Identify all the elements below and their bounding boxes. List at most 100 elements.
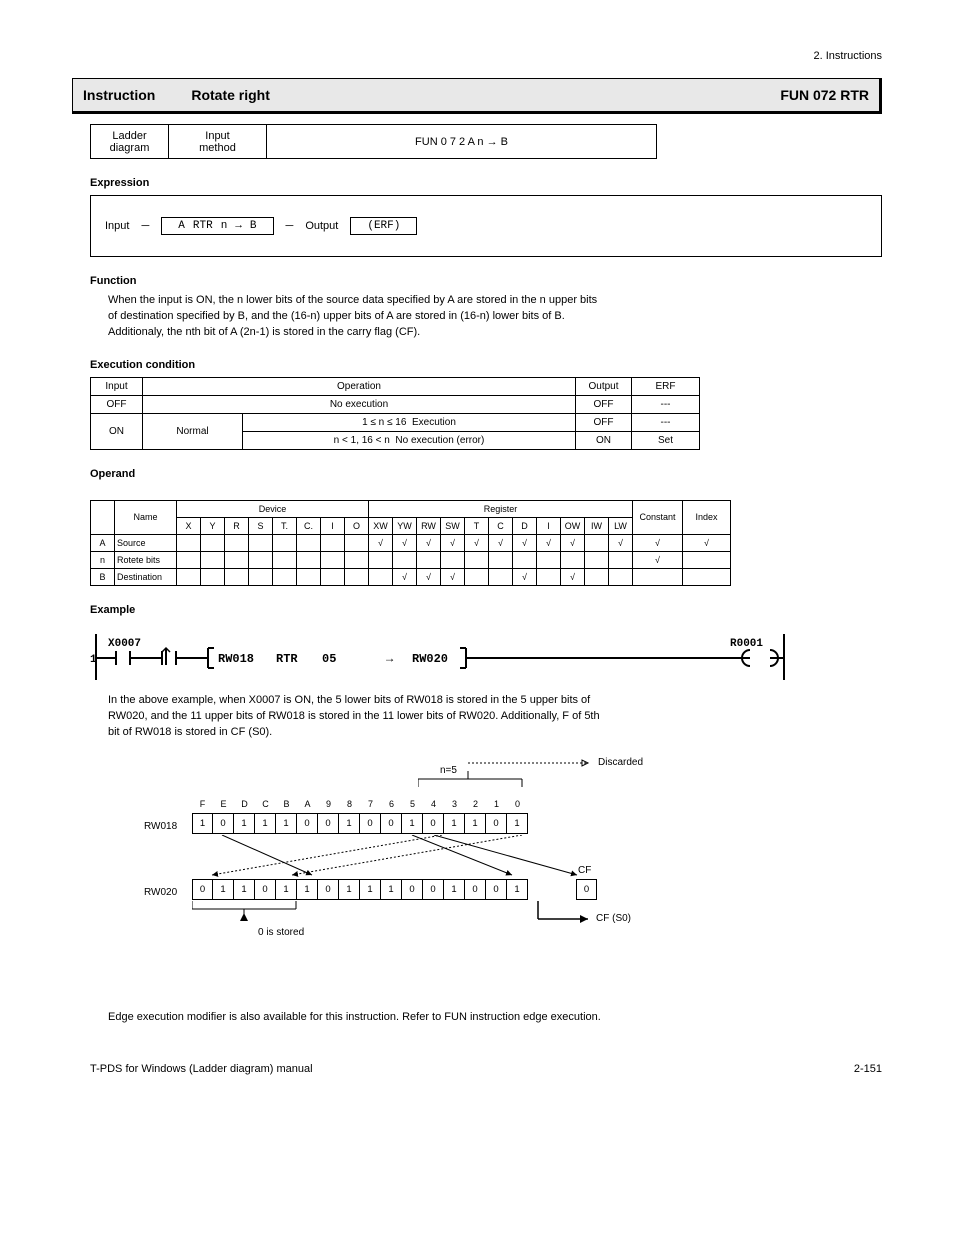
op-reg-col: C: [489, 517, 513, 534]
svg-text:05: 05: [322, 652, 336, 666]
op-cell: √: [369, 534, 393, 551]
op-reg-col: RW: [417, 517, 441, 534]
expression-heading: Expression: [90, 177, 882, 189]
cf-label: CF: [578, 865, 591, 876]
bit-index-label: B: [276, 799, 297, 809]
bit-index-label: 5: [402, 799, 423, 809]
example-text: In the above example, when X0007 is ON, …: [108, 693, 882, 741]
function-body: When the input is ON, the n lower bits o…: [108, 293, 882, 341]
cf-arrow-label: CF (S0): [596, 913, 631, 924]
svg-text:R0001: R0001: [730, 638, 763, 650]
op-reg-col: LW: [609, 517, 633, 534]
rw020-bit: 0: [192, 879, 213, 900]
op-cell: √: [489, 534, 513, 551]
op-cell: √: [393, 568, 417, 585]
op-row-label: n: [91, 551, 115, 568]
expr-op: RTR: [193, 220, 213, 232]
expr-a: A: [178, 220, 185, 232]
op-cell: [177, 568, 201, 585]
op-idx-cell: [683, 568, 731, 585]
operand-heading: Operand: [90, 468, 882, 480]
bit-index-label: 7: [360, 799, 381, 809]
rw018-bit: 0: [486, 813, 507, 834]
exec-noexec: No execution: [143, 395, 576, 413]
rw018-bit: 0: [318, 813, 339, 834]
svg-text:→: →: [386, 652, 394, 666]
svg-text:RW020: RW020: [412, 652, 448, 666]
exec-h1: Input: [91, 377, 143, 395]
title-fun: FUN 072 RTR: [780, 87, 869, 103]
exec-h2: Operation: [143, 377, 576, 395]
bit-index-label: F: [192, 799, 213, 809]
op-dev-col: S: [249, 517, 273, 534]
expression-box: Input ─ A RTR n → B ─ Output (ERF): [90, 195, 882, 257]
op-cell: [345, 534, 369, 551]
input-label1: Input: [177, 130, 258, 142]
op-cell: [465, 568, 489, 585]
op-dev-col: Y: [201, 517, 225, 534]
exec-heading: Execution condition: [90, 359, 882, 371]
op-cell: [321, 568, 345, 585]
op-h-idx: Index: [683, 500, 731, 534]
op-row-name: Destination: [115, 568, 177, 585]
exec-off-erf: ---: [632, 395, 700, 413]
rw020-bit: 0: [486, 879, 507, 900]
ex-line2: RW020, and the 11 upper bits of RW018 is…: [108, 709, 882, 725]
svg-text:X0007: X0007: [108, 638, 141, 650]
exec-h3: Output: [576, 377, 632, 395]
exec-off: OFF: [91, 395, 143, 413]
footer-manual: T-PDS for Windows (Ladder diagram) manua…: [90, 1063, 313, 1075]
op-cell: √: [513, 568, 537, 585]
op-dev-col: O: [345, 517, 369, 534]
op-cell: [225, 551, 249, 568]
op-cell: [345, 568, 369, 585]
bit-index-label: 4: [423, 799, 444, 809]
rw018-bit: 0: [297, 813, 318, 834]
rw018-label: RW018: [144, 821, 177, 832]
exec-table: Input Operation Output ERF OFF No execut…: [90, 377, 700, 450]
bit-index-label: 6: [381, 799, 402, 809]
rw020-bit: 1: [360, 879, 381, 900]
rw018-bit: 0: [360, 813, 381, 834]
op-dev-col: R: [225, 517, 249, 534]
op-cell: [177, 551, 201, 568]
op-cell: [585, 551, 609, 568]
exec-on-erf1: ---: [632, 413, 700, 431]
bit-index-label: D: [234, 799, 255, 809]
exec-exec: Execution: [412, 417, 456, 428]
rw020-bit: 1: [339, 879, 360, 900]
op-cell: [537, 551, 561, 568]
discarded-label: Discarded: [598, 757, 643, 768]
op-row-name: Rotete bits: [115, 551, 177, 568]
op-cell: [489, 551, 513, 568]
cf-box: 0: [576, 879, 597, 900]
bit-index-label: 9: [318, 799, 339, 809]
op-cell: [585, 568, 609, 585]
op-reg-col: I: [537, 517, 561, 534]
edge-note: Edge execution modifier is also availabl…: [108, 1011, 882, 1023]
op-cell: [465, 551, 489, 568]
rw020-bit: 0: [423, 879, 444, 900]
rw018-bit: 1: [402, 813, 423, 834]
expr-arrow: →: [235, 220, 242, 232]
title-instruction: Instruction: [83, 87, 155, 103]
op-cell: √: [465, 534, 489, 551]
op-reg-col: SW: [441, 517, 465, 534]
rw020-bit: 1: [234, 879, 255, 900]
op-cell: √: [417, 568, 441, 585]
op-idx-cell: √: [683, 534, 731, 551]
op-cell: √: [417, 534, 441, 551]
op-idx-cell: [683, 551, 731, 568]
op-cell: [369, 568, 393, 585]
rw018-bit: 1: [234, 813, 255, 834]
op-dev-col: X: [177, 517, 201, 534]
rw020-bit: 0: [318, 879, 339, 900]
op-reg-col: XW: [369, 517, 393, 534]
exec-normal: Normal: [143, 413, 243, 449]
input-label2: method: [177, 142, 258, 154]
op-row-label: A: [91, 534, 115, 551]
op-h-dev: Device: [177, 500, 369, 517]
ex-line1: In the above example, when X0007 is ON, …: [108, 693, 882, 709]
expr-input-bracket: A RTR n → B: [161, 217, 273, 235]
op-h-name: Name: [115, 500, 177, 534]
